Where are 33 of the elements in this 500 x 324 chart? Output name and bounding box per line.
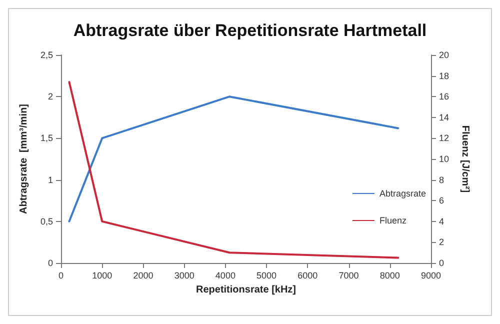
y2-tick-label: 14 xyxy=(439,112,450,122)
x-tick-label: 9000 xyxy=(420,270,442,280)
legend-label: Fluenz xyxy=(379,216,407,226)
y-tick-label: 0,5 xyxy=(40,216,53,226)
y-axis-title: Abtragsrate [mm³/min] xyxy=(18,104,30,214)
y2-tick-label: 4 xyxy=(439,216,444,226)
y-tick-label: 1,5 xyxy=(40,133,53,144)
y-tick-label: 0 xyxy=(48,258,53,268)
x-tick-label: 7000 xyxy=(338,270,359,280)
x-tick-label: 6000 xyxy=(298,270,318,280)
y2-tick-label: 10 xyxy=(439,154,450,164)
x-tick-label: 1000 xyxy=(92,270,112,280)
y2-tick-label: 0 xyxy=(439,258,444,268)
y2-tick-label: 16 xyxy=(439,92,450,102)
x-tick-label: 8000 xyxy=(380,270,400,280)
y2-tick-label: 20 xyxy=(439,50,450,60)
legend-label: Abtragsrate xyxy=(379,188,426,198)
y-tick-label: 2 xyxy=(48,92,53,102)
y2-tick-label: 18 xyxy=(439,70,450,81)
y2-axis-title: Fluenz [J/cm²] xyxy=(459,125,470,193)
x-axis-title: Repetitionsrate [kHz] xyxy=(196,284,296,296)
x-tick-label: 5000 xyxy=(256,270,277,280)
y2-tick-label: 8 xyxy=(439,174,444,185)
chart-title: Abtragsrate über Repetitionsrate Hartmetall xyxy=(73,21,427,40)
y2-tick-label: 2 xyxy=(439,237,444,248)
x-tick-label: 3000 xyxy=(174,270,194,280)
x-tick-label: 4000 xyxy=(215,270,236,280)
y-tick-label: 2,5 xyxy=(40,50,53,60)
y-tick-label: 1 xyxy=(48,174,53,185)
x-tick-label: 0 xyxy=(58,270,64,280)
y2-tick-label: 6 xyxy=(439,196,444,206)
x-tick-label: 2000 xyxy=(133,270,154,280)
y2-tick-label: 12 xyxy=(439,133,450,144)
